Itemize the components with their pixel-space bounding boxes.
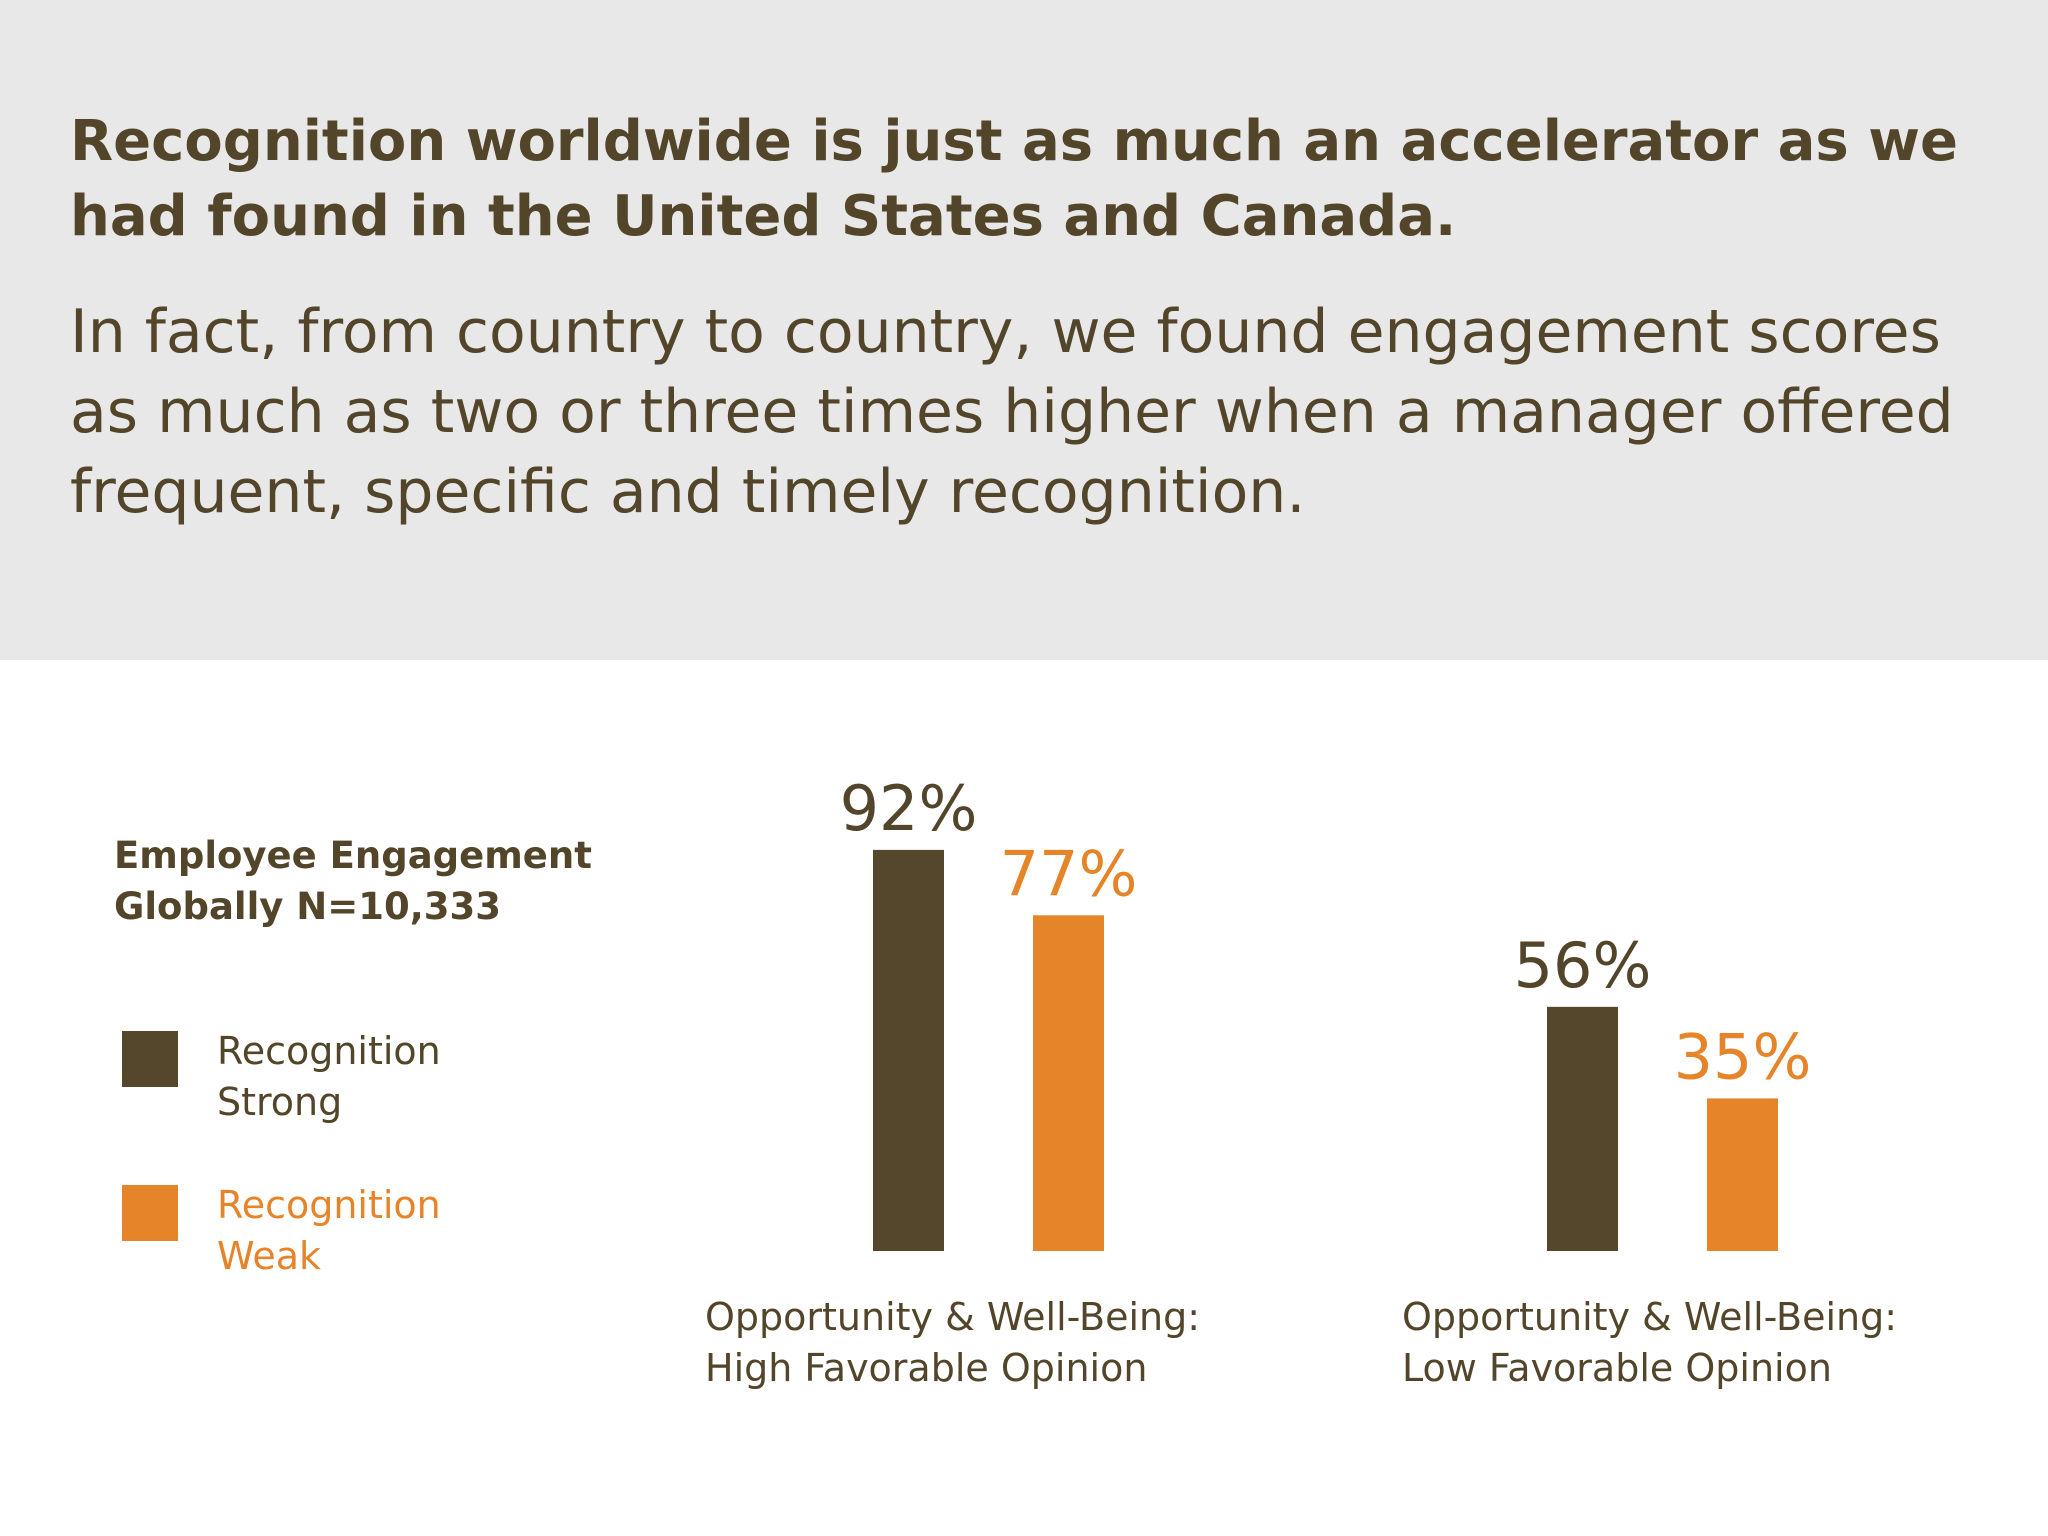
headline: Recognition worldwide is just as much an… bbox=[70, 109, 1958, 249]
legend-label-strong-line1: Recognition bbox=[217, 1029, 441, 1073]
category-label-high-line1: Opportunity & Well-Being: bbox=[705, 1295, 1201, 1339]
legend-title: Employee Engagement Globally N=10,333 bbox=[114, 830, 674, 932]
category-label-high: Opportunity & Well-Being: High Favorable… bbox=[705, 1292, 1345, 1394]
bar-high-weak bbox=[1033, 915, 1104, 1251]
bar-low-weak bbox=[1707, 1098, 1778, 1251]
category-label-low: Opportunity & Well-Being: Low Favorable … bbox=[1402, 1292, 2042, 1394]
category-label-low-line1: Opportunity & Well-Being: bbox=[1402, 1295, 1898, 1339]
legend-title-line2: Globally N=10,333 bbox=[114, 885, 502, 928]
legend-label-weak: Recognition Weak bbox=[217, 1180, 577, 1282]
legend-label-weak-line1: Recognition bbox=[217, 1183, 441, 1227]
subhead: In fact, from country to country, we fou… bbox=[70, 297, 1954, 527]
legend-title-line1: Employee Engagement bbox=[114, 834, 592, 877]
legend-label-strong-line2: Strong bbox=[217, 1080, 343, 1124]
bar-low-strong bbox=[1547, 1006, 1618, 1251]
data-label-low-strong: 56% bbox=[1514, 929, 1652, 1002]
category-label-low-line2: Low Favorable Opinion bbox=[1402, 1346, 1832, 1390]
header-panel: Recognition worldwide is just as much an… bbox=[0, 0, 2048, 660]
legend-label-strong: Recognition Strong bbox=[217, 1026, 577, 1128]
bar-high-strong bbox=[873, 849, 944, 1251]
data-label-low-weak: 35% bbox=[1674, 1020, 1812, 1093]
data-label-high-weak: 77% bbox=[1000, 837, 1138, 910]
bar-chart: 92% 56% 77% 35% bbox=[840, 772, 1812, 1251]
category-label-high-line2: High Favorable Opinion bbox=[705, 1346, 1148, 1390]
legend-swatch-strong bbox=[122, 1031, 178, 1087]
data-label-high-strong: 92% bbox=[840, 772, 978, 845]
legend-swatch-weak bbox=[122, 1185, 178, 1241]
legend-label-weak-line2: Weak bbox=[217, 1234, 322, 1278]
